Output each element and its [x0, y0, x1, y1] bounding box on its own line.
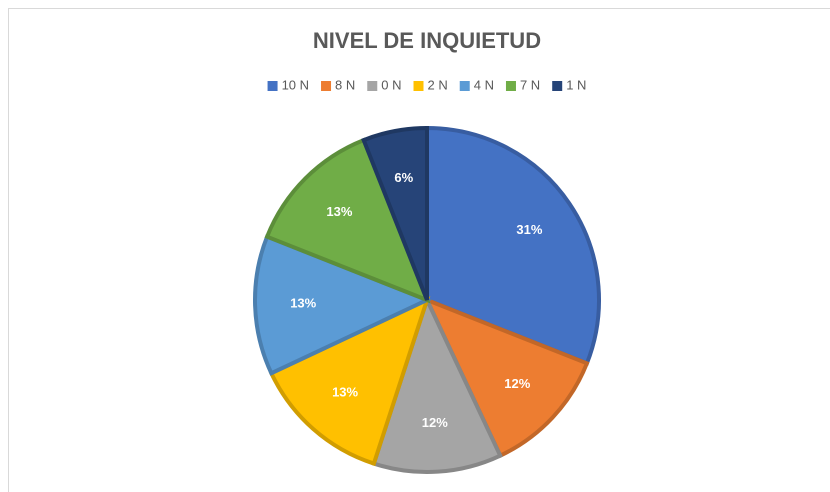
- pie-slice: [264, 137, 431, 304]
- pie-slice: [371, 294, 503, 474]
- pie-slice: [425, 125, 601, 366]
- legend-label: 4 N: [474, 77, 494, 92]
- legend: 10 N 8 N 0 N 2 N 4 N 7 N 1 N: [267, 77, 586, 92]
- legend-swatch: [267, 81, 278, 91]
- legend-swatch: [505, 81, 516, 91]
- legend-swatch: [413, 81, 424, 91]
- data-label: 13%: [326, 204, 352, 219]
- data-label: 12%: [504, 376, 530, 391]
- data-label: 31%: [516, 222, 542, 237]
- pie-slice: [268, 296, 431, 467]
- pie-slice: [361, 125, 429, 301]
- legend-label: 2 N: [428, 77, 448, 92]
- legend-label: 0 N: [381, 77, 401, 92]
- legend-swatch: [552, 81, 563, 91]
- legend-label: 10 N: [282, 77, 309, 92]
- legend-label: 1 N: [566, 77, 586, 92]
- legend-label: 8 N: [335, 77, 355, 92]
- legend-swatch: [459, 81, 470, 91]
- data-label: 12%: [422, 415, 448, 430]
- pie-slice: [423, 296, 590, 459]
- chart-title: NIVEL DE INQUIETUD: [313, 28, 541, 53]
- data-label: 6%: [394, 170, 413, 185]
- data-label: 13%: [290, 295, 316, 310]
- data-label: 13%: [332, 384, 358, 399]
- pie-slice: [253, 234, 433, 376]
- legend-label: 7 N: [520, 77, 540, 92]
- legend-swatch: [367, 81, 378, 91]
- legend-swatch: [321, 81, 332, 91]
